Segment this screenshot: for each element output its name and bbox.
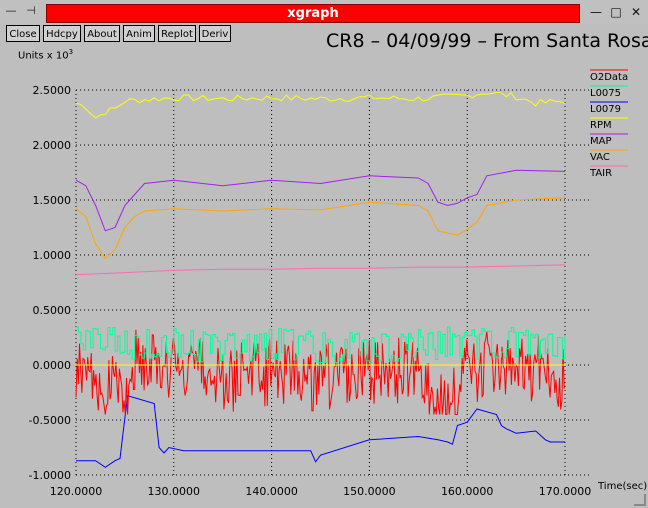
x-tick-label: 150.0000 <box>343 485 396 498</box>
x-tick-label: 120.0000 <box>50 485 103 498</box>
resize-grip-icon[interactable] <box>634 494 646 506</box>
minimize-button[interactable]: — <box>590 5 602 19</box>
anim-button[interactable]: Anim <box>123 25 155 42</box>
y-tick-label: -0.5000 <box>29 414 71 427</box>
y-tick-label: 2.0000 <box>33 139 72 152</box>
pin-icon[interactable]: ⊣ <box>26 4 36 17</box>
y-tick-label: 0.5000 <box>33 304 72 317</box>
series-line <box>76 395 565 468</box>
maximize-button[interactable]: □ <box>610 5 622 19</box>
window-titlebar: — ⊣ xgraph — □ ✕ <box>0 0 648 24</box>
about-button[interactable]: About <box>84 25 120 42</box>
y-tick-label: 1.5000 <box>33 194 72 207</box>
x-tick-label: 170.0000 <box>539 485 592 498</box>
window-menu-icon[interactable]: — <box>5 4 17 17</box>
legend-label: O2Data <box>590 72 628 83</box>
y-tick-label: -1.0000 <box>29 469 71 482</box>
close-window-button[interactable]: ✕ <box>630 5 642 19</box>
y-tick-label: 0.0000 <box>33 359 72 372</box>
legend-label: L0075 <box>590 88 621 99</box>
chart-title: CR8 – 04/09/99 – From Santa Rosa <box>326 30 648 52</box>
window-title: xgraph <box>46 4 580 23</box>
series-line <box>75 91 566 119</box>
series-line <box>75 329 565 415</box>
series-line <box>76 326 566 364</box>
x-tick-label: 140.0000 <box>245 485 298 498</box>
legend-label: RPM <box>590 120 612 131</box>
legend-label: L0079 <box>590 104 621 115</box>
x-tick-label: 130.0000 <box>148 485 201 498</box>
deriv-button[interactable]: Deriv <box>199 25 231 42</box>
x-axis-label: Time(sec) <box>597 481 647 492</box>
y-tick-label: 1.0000 <box>33 249 72 262</box>
replot-button[interactable]: Replot <box>158 25 196 42</box>
hdcpy-button[interactable]: Hdcpy <box>43 25 81 42</box>
series-line <box>75 264 566 276</box>
close-button[interactable]: Close <box>6 25 40 42</box>
series-line <box>75 169 566 232</box>
series-line <box>75 197 566 260</box>
x-tick-label: 160.0000 <box>441 485 494 498</box>
legend-label: TAIR <box>589 168 612 179</box>
legend-label: MAP <box>590 136 612 147</box>
y-tick-label: 2.5000 <box>33 84 72 97</box>
legend-label: VAC <box>590 152 610 163</box>
y-axis-label: Units x 103 <box>18 48 74 62</box>
